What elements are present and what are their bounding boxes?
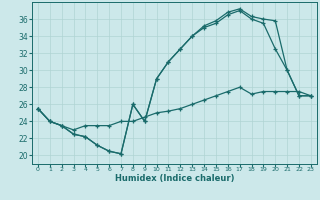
X-axis label: Humidex (Indice chaleur): Humidex (Indice chaleur) [115,174,234,183]
